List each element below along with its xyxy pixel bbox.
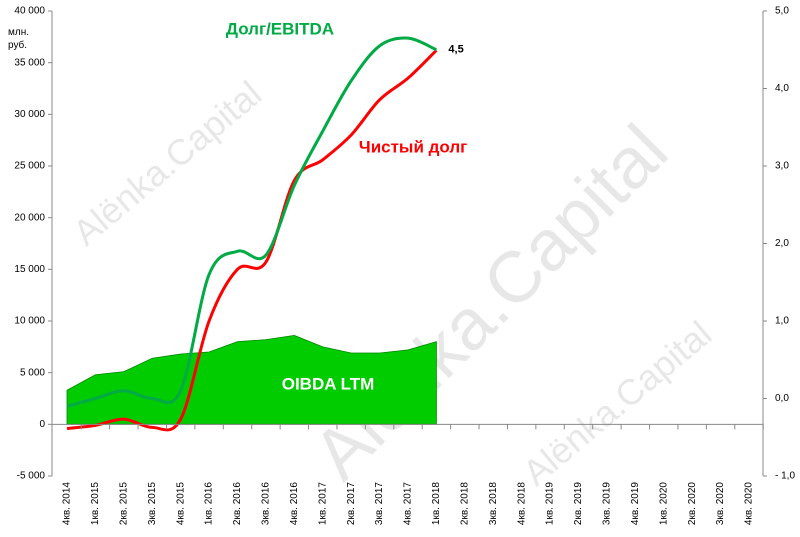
- x-tick-label: 4кв. 2017: [403, 482, 414, 525]
- watermark: Alёnka.Capital: [298, 110, 683, 495]
- x-tick-label: 3кв. 2015: [147, 482, 158, 525]
- y2-tick-label: 0,0: [775, 393, 789, 404]
- x-tick-label: 4кв. 2019: [630, 482, 641, 525]
- y-tick-label: 15 000: [14, 264, 45, 275]
- x-tick-label: 4кв. 2020: [744, 482, 755, 525]
- x-tick-label: 1кв. 2018: [431, 482, 442, 525]
- y2-tick-label: 2,0: [775, 238, 789, 249]
- y-tick-label: 10 000: [14, 316, 45, 327]
- x-tick-label: 2кв. 2020: [687, 482, 698, 525]
- x-tick-label: 1кв. 2017: [317, 482, 328, 525]
- x-tick-label: 3кв. 2017: [374, 482, 385, 525]
- marks: [66, 36, 438, 432]
- x-tick-label: 3кв. 2018: [488, 482, 499, 525]
- y2-tick-label: 3,0: [775, 161, 789, 172]
- y-tick-label: -5 000: [17, 471, 46, 482]
- x-tick-label: 1кв. 2015: [90, 482, 101, 525]
- x-tick-label: 4кв. 2015: [175, 482, 186, 525]
- y-tick-label: 25 000: [14, 161, 45, 172]
- x-tick-label: 3кв. 2016: [261, 482, 272, 525]
- y-tick-label: 0: [39, 419, 45, 430]
- y-tick-label: 20 000: [14, 212, 45, 223]
- x-tick-label: 3кв. 2019: [602, 482, 613, 525]
- watermark: Alёnka.Capital: [65, 73, 269, 254]
- y2-tick-label: - 1,0: [775, 471, 795, 482]
- watermark: Alёnka.Capital: [515, 313, 719, 494]
- line: [66, 49, 438, 432]
- y-axis-unit: млн. руб.: [8, 27, 30, 51]
- line: [66, 36, 438, 408]
- x-tick-label: 2кв. 2016: [232, 482, 243, 525]
- area: [66, 335, 437, 425]
- x-tick-label: 2кв. 2017: [346, 482, 357, 525]
- x-tick-label: 4кв. 2014: [62, 482, 73, 525]
- y-tick-label: 5 000: [20, 367, 45, 378]
- x-tick-label: 1кв. 2019: [545, 482, 556, 525]
- x-tick-label: 2кв. 2015: [118, 482, 129, 525]
- x-tick-label: 4кв. 2016: [289, 482, 300, 525]
- y-tick-label: 35 000: [14, 57, 45, 68]
- x-tick-label: 4кв. 2018: [516, 482, 527, 525]
- y-tick-label: 30 000: [14, 109, 45, 120]
- y2-tick-label: 1,0: [775, 316, 789, 327]
- y2-tick-label: 5,0: [775, 6, 789, 17]
- x-tick-label: 3кв. 2020: [715, 482, 726, 525]
- watermarks: Alёnka.Capital Alёnka.CapitalAlёnka.Capit…: [65, 73, 719, 495]
- y2-tick-label: 4,0: [775, 83, 789, 94]
- x-tick-label: 2кв. 2019: [573, 482, 584, 525]
- value-label: 4,5: [448, 44, 463, 56]
- x-tick-label: 2кв. 2018: [459, 482, 470, 525]
- chart-title: Долг/EBITDA: [226, 19, 334, 38]
- area-label: OIBDA LTM: [282, 374, 375, 393]
- y-tick-label: 40 000: [14, 6, 45, 17]
- series-label: Чистый долг: [359, 137, 468, 156]
- x-tick-label: 1кв. 2016: [204, 482, 215, 525]
- x-tick-label: 1кв. 2020: [658, 482, 669, 525]
